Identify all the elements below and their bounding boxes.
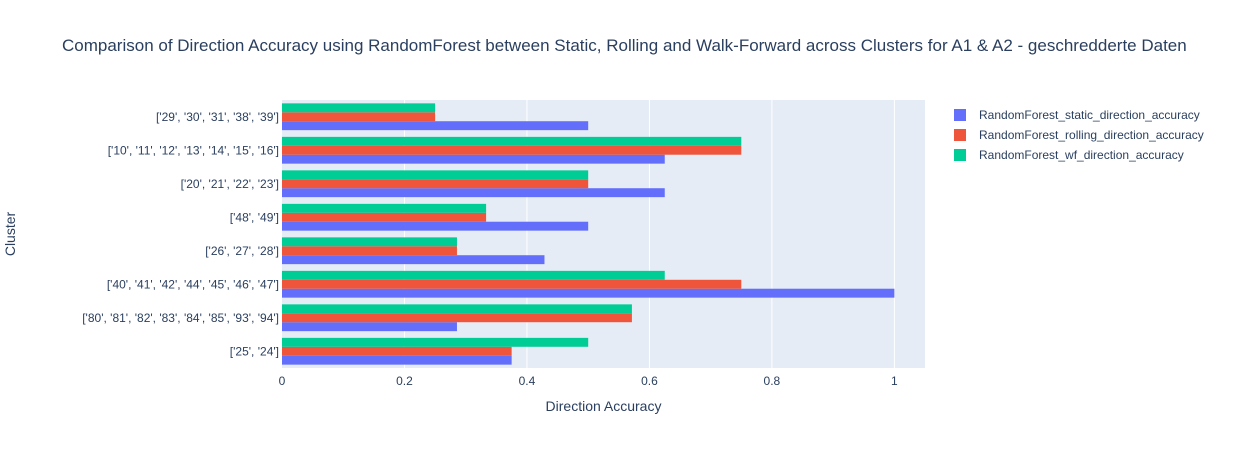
y-tick-label-7: ['29', '30', '31', '38', '39'] [156, 110, 279, 124]
bar-RandomForest_rolling_direction_accuracy-4[interactable] [282, 212, 487, 222]
bar-RandomForest_static_direction_accuracy-1[interactable] [282, 322, 457, 332]
legend[interactable]: RandomForest_static_direction_accuracy Ra… [954, 108, 1204, 162]
legend-item-1[interactable]: RandomForest_rolling_direction_accuracy [954, 128, 1204, 142]
bar-RandomForest_rolling_direction_accuracy-6[interactable] [282, 145, 742, 155]
bar-RandomForest_wf_direction_accuracy-7[interactable] [282, 103, 436, 113]
bar-RandomForest_rolling_direction_accuracy-0[interactable] [282, 346, 512, 356]
x-axis-title: Direction Accuracy [546, 398, 662, 414]
x-tick-labels: 0 0.2 0.4 0.6 0.8 1 [279, 374, 898, 388]
bar-RandomForest_rolling_direction_accuracy-3[interactable] [282, 246, 457, 256]
legend-item-0[interactable]: RandomForest_static_direction_accuracy [954, 108, 1200, 122]
y-tick-label-0: ['25', '24'] [230, 344, 279, 358]
x-tick-label-5: 1 [891, 374, 898, 388]
y-tick-labels: ['25', '24'] ['80', '81', '82', '83', '84… [82, 110, 279, 359]
y-tick-label-3: ['26', '27', '28'] [205, 244, 279, 258]
bars-layer [282, 103, 895, 365]
bar-RandomForest_wf_direction_accuracy-5[interactable] [282, 170, 589, 180]
legend-swatch-1[interactable] [954, 129, 966, 141]
x-tick-label-2: 0.4 [519, 374, 536, 388]
bar-RandomForest_rolling_direction_accuracy-1[interactable] [282, 313, 632, 323]
legend-label-0[interactable]: RandomForest_static_direction_accuracy [979, 108, 1200, 122]
chart-title: Comparison of Direction Accuracy using R… [62, 36, 1187, 55]
x-tick-label-4: 0.8 [764, 374, 781, 388]
bar-RandomForest_static_direction_accuracy-3[interactable] [282, 255, 545, 265]
y-tick-label-2: ['40', '41', '42', '44', '45', '46', '47… [107, 277, 279, 291]
legend-swatch-2[interactable] [954, 149, 966, 161]
y-tick-label-5: ['20', '21', '22', '23'] [181, 177, 279, 191]
y-tick-label-4: ['48', '49'] [230, 210, 279, 224]
bar-RandomForest_wf_direction_accuracy-1[interactable] [282, 304, 632, 314]
bar-RandomForest_static_direction_accuracy-5[interactable] [282, 188, 665, 198]
bar-RandomForest_rolling_direction_accuracy-2[interactable] [282, 279, 742, 289]
legend-label-2[interactable]: RandomForest_wf_direction_accuracy [979, 148, 1184, 162]
legend-swatch-0[interactable] [954, 109, 966, 121]
y-axis-title: Cluster [2, 211, 18, 256]
bar-RandomForest_wf_direction_accuracy-2[interactable] [282, 270, 665, 280]
bar-RandomForest_rolling_direction_accuracy-5[interactable] [282, 179, 589, 189]
bar-RandomForest_wf_direction_accuracy-6[interactable] [282, 136, 742, 146]
bar-RandomForest_wf_direction_accuracy-0[interactable] [282, 337, 589, 347]
bar-RandomForest_wf_direction_accuracy-4[interactable] [282, 203, 487, 213]
bar-RandomForest_rolling_direction_accuracy-7[interactable] [282, 112, 436, 122]
bar-RandomForest_static_direction_accuracy-4[interactable] [282, 221, 589, 231]
y-tick-label-1: ['80', '81', '82', '83', '84', '85', '93… [82, 311, 279, 325]
bar-RandomForest_static_direction_accuracy-6[interactable] [282, 154, 665, 164]
legend-item-2[interactable]: RandomForest_wf_direction_accuracy [954, 148, 1184, 162]
x-tick-label-0: 0 [279, 374, 286, 388]
legend-label-1[interactable]: RandomForest_rolling_direction_accuracy [979, 128, 1204, 142]
bar-RandomForest_wf_direction_accuracy-3[interactable] [282, 237, 457, 247]
y-tick-label-6: ['10', '11', '12', '13', '14', '15', '16… [108, 143, 279, 157]
x-tick-label-1: 0.2 [396, 374, 413, 388]
bar-RandomForest_static_direction_accuracy-7[interactable] [282, 121, 589, 131]
bar-RandomForest_static_direction_accuracy-2[interactable] [282, 288, 895, 298]
x-tick-label-3: 0.6 [641, 374, 658, 388]
bar-RandomForest_static_direction_accuracy-0[interactable] [282, 355, 512, 365]
